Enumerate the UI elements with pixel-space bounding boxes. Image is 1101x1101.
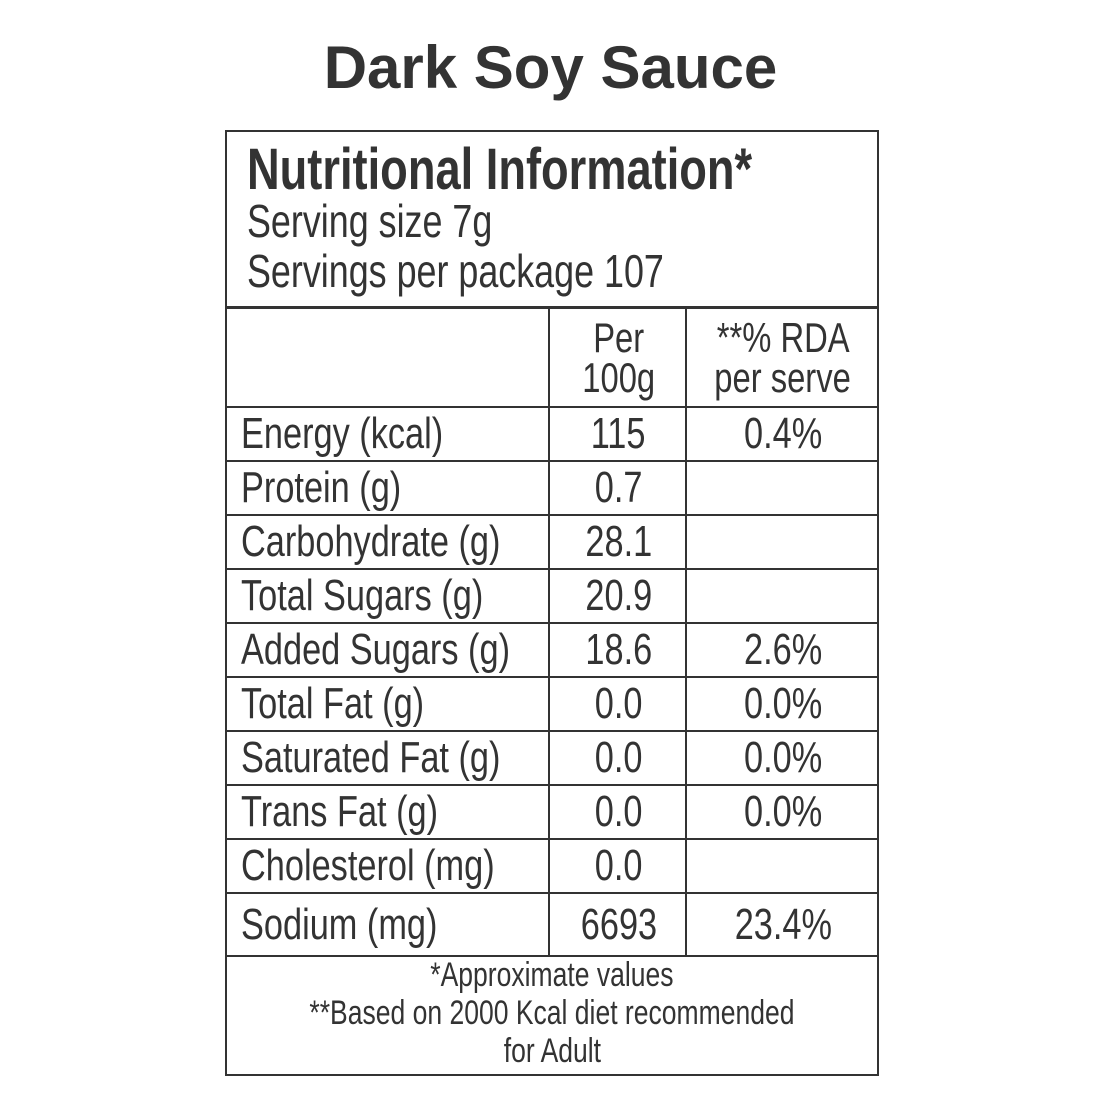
footnote: **Based on 2000 Kcal diet recommended	[309, 994, 795, 1032]
table-row: Carbohydrate (g) 28.1	[227, 516, 877, 570]
serving-size: Serving size 7g	[247, 195, 493, 247]
table-row: Energy (kcal) 115 0.4%	[227, 408, 877, 462]
per-100g-value: 0.0	[594, 733, 643, 782]
rda-header: **% RDA per serve	[685, 309, 879, 406]
per-100g-value: 0.0	[594, 787, 643, 836]
nutrient-name: Cholesterol (mg)	[241, 841, 495, 890]
per-100g-value: 18.6	[585, 625, 652, 674]
per-100g-value: 0.7	[594, 463, 643, 512]
per-100g-value: 6693	[580, 899, 657, 949]
footnotes: *Approximate values **Based on 2000 Kcal…	[227, 956, 877, 1070]
nutrient-name: Carbohydrate (g)	[241, 517, 501, 566]
nutrition-panel: Nutritional Information* Serving size 7g…	[225, 130, 879, 1076]
column-header-row: Per 100g **% RDA per serve	[227, 309, 877, 408]
servings-per-package: Servings per package 107	[247, 245, 664, 297]
rda-value: 0.0%	[743, 679, 823, 728]
product-title: Dark Soy Sauce	[323, 34, 778, 101]
panel-heading: Nutritional Information*	[247, 137, 753, 202]
per-100g-value: 20.9	[585, 571, 652, 620]
table-row: Total Sugars (g) 20.9	[227, 570, 877, 624]
nutrient-name: Trans Fat (g)	[241, 787, 439, 836]
per-100g-header: Per 100g	[548, 309, 687, 406]
nutrient-name: Total Fat (g)	[241, 679, 425, 728]
nutrient-name: Sodium (mg)	[241, 899, 438, 949]
per-100g-value: 115	[591, 409, 646, 458]
per-100g-value: 0.0	[594, 679, 643, 728]
rda-value: 0.0%	[743, 787, 823, 836]
rda-value: 0.4%	[743, 409, 823, 458]
nutrient-name: Saturated Fat (g)	[241, 733, 501, 782]
footnote: for Adult	[503, 1032, 601, 1070]
footnote: *Approximate values	[430, 956, 674, 994]
panel-header: Nutritional Information* Serving size 7g…	[227, 132, 877, 309]
nutrient-name: Added Sugars (g)	[241, 625, 511, 674]
nutrient-name: Protein (g)	[241, 463, 402, 512]
nutrient-name: Total Sugars (g)	[241, 571, 484, 620]
table-row: Trans Fat (g) 0.0 0.0%	[227, 786, 877, 840]
table-row: Total Fat (g) 0.0 0.0%	[227, 678, 877, 732]
table-row: Sodium (mg) 6693 23.4%	[227, 894, 877, 957]
table-row: Cholesterol (mg) 0.0	[227, 840, 877, 894]
rda-value: 2.6%	[743, 625, 823, 674]
table-row: Saturated Fat (g) 0.0 0.0%	[227, 732, 877, 786]
per-100g-value: 0.0	[594, 841, 643, 890]
per-100g-value: 28.1	[585, 517, 652, 566]
rda-value: 0.0%	[743, 733, 823, 782]
table-row: Added Sugars (g) 18.6 2.6%	[227, 624, 877, 678]
table-row: Protein (g) 0.7	[227, 462, 877, 516]
rda-value: 23.4%	[734, 899, 832, 949]
nutrient-name: Energy (kcal)	[241, 409, 444, 458]
